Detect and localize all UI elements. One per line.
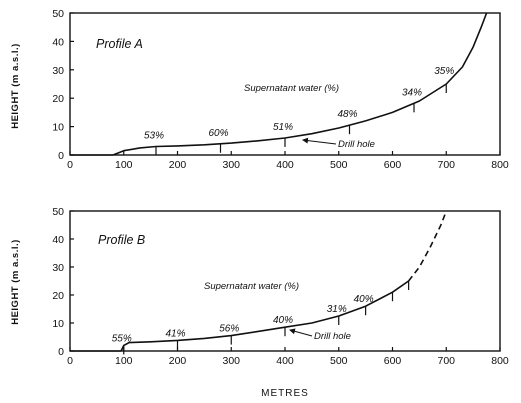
y-tick-label: 50 [52,206,64,218]
x-tick-label: 800 [491,159,509,171]
y-tick-label: 50 [52,8,64,20]
water-percent-label: 40% [273,315,293,326]
x-tick-label: 0 [67,355,73,367]
x-tick-label: 500 [330,355,348,367]
y-axis-label: HEIGHT (m a.s.l.) [10,43,21,129]
x-tick-label: 800 [491,355,509,367]
x-tick-label: 0 [67,159,73,171]
chart-profile-b: 0 100 200 300 400 500 600 700 800 0 10 20 30 40 50 Pro… [10,206,509,399]
water-percent-label: 35% [434,66,454,77]
profile-curve-dashed [407,210,448,282]
y-tick-label: 30 [52,262,64,274]
x-tick-label: 600 [384,355,402,367]
profile-title: Profile B [98,233,145,247]
x-tick-label: 100 [115,355,133,367]
water-percent-label: 40% [354,294,374,305]
x-tick-label: 500 [330,159,348,171]
drill-hole-annotation: Drill hole [338,139,375,150]
water-percent-label: 60% [208,128,228,139]
drill-hole-arrow [302,137,337,145]
y-tick-label: 10 [52,318,64,330]
y-tick-label: 20 [52,93,64,105]
water-percent-label: 34% [402,87,422,98]
water-percent-label: 31% [327,304,347,315]
x-tick-label: 100 [115,159,133,171]
y-tick-label: 40 [52,36,64,48]
y-tick-label: 20 [52,290,64,302]
x-tick-label: 400 [276,159,294,171]
y-tick-label: 10 [52,122,64,134]
supernatant-annotation: Supernatant water (%) [244,83,339,94]
supernatant-annotation: Supernatant water (%) [204,281,299,292]
x-tick-label: 300 [222,355,240,367]
profile-curve [120,280,410,352]
x-tick-label: 200 [169,159,187,171]
x-tick-label: 200 [169,355,187,367]
water-percent-label: 51% [273,122,293,133]
drill-hole-arrow [289,328,313,337]
x-tick-label: 700 [437,159,455,171]
y-tick-label: 0 [58,346,64,358]
profile-title: Profile A [96,37,143,51]
water-percent-label: 48% [337,109,357,120]
y-axis-label: HEIGHT (m a.s.l.) [10,239,21,325]
drill-hole-annotation: Drill hole [314,331,351,342]
x-axis-label: METRES [261,388,309,399]
y-tick-label: 0 [58,150,64,162]
x-tick-label: 600 [384,159,402,171]
x-tick-label: 400 [276,355,294,367]
y-tick-label: 40 [52,234,64,246]
x-tick-label: 300 [222,159,240,171]
y-tick-label: 30 [52,65,64,77]
water-percent-label: 56% [219,324,239,335]
water-percent-label: 41% [165,328,185,339]
water-percent-label: 55% [112,333,132,344]
chart-profile-a: 0 100 200 300 400 500 600 700 800 0 10 20 30 40 50 Pro… [10,8,509,171]
water-percent-label: 53% [144,130,164,141]
x-tick-label: 700 [437,355,455,367]
